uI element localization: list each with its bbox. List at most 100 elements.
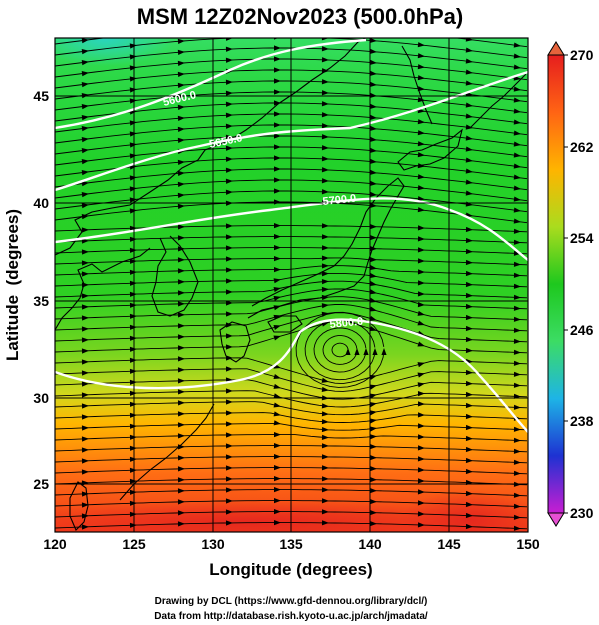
streamline-arrow	[177, 411, 185, 417]
streamline-arrow	[225, 123, 233, 129]
streamline-arrow	[465, 237, 473, 244]
streamline-arrow	[129, 467, 137, 473]
streamline-arrow	[129, 302, 137, 308]
streamline-arrow	[81, 348, 89, 354]
streamline-arrow	[513, 404, 521, 410]
streamline-arrow	[513, 97, 521, 103]
streamline-arrow	[129, 120, 137, 126]
streamline-arrow	[225, 178, 233, 184]
streamline-arrow	[369, 114, 377, 120]
streamline-arrow	[369, 48, 377, 54]
streamline-arrow	[417, 236, 425, 242]
streamline-arrow	[417, 280, 425, 286]
streamline-arrow	[417, 310, 425, 316]
streamline-arrow	[225, 267, 233, 273]
streamline-arrow	[369, 418, 377, 424]
plot-frame	[54, 37, 529, 533]
streamline-arrow	[81, 436, 89, 442]
streamline-arrow	[273, 67, 281, 73]
streamline-arrow	[177, 203, 185, 209]
colorbar-tick-label: 262	[570, 139, 594, 155]
streamline-arrow	[465, 259, 473, 266]
streamline-arrow	[129, 368, 137, 374]
streamline-arrow	[381, 348, 387, 355]
streamline-arrow	[321, 294, 329, 301]
streamline-arrow	[417, 258, 425, 264]
streamline-arrow	[225, 366, 233, 372]
streamline-arrow	[369, 289, 377, 295]
streamline-arrow	[513, 316, 521, 322]
streamline-arrow	[177, 224, 185, 230]
streamline-arrow	[177, 334, 185, 340]
streamline-arrow	[81, 203, 89, 209]
streamline-arrow	[273, 111, 281, 117]
coastline-kurils	[469, 73, 527, 129]
streamline-arrow	[273, 100, 281, 106]
streamline-arrow	[513, 207, 521, 213]
streamline-arrow	[321, 90, 329, 96]
streamline-arrow	[177, 422, 185, 428]
streamline-arrow	[369, 81, 377, 87]
coastline-korea	[151, 235, 199, 317]
streamline-arrow	[273, 222, 281, 229]
streamline-arrow	[369, 477, 377, 483]
streamline-arrow	[417, 434, 425, 440]
streamline-arrow	[273, 486, 281, 493]
streamline-arrow	[369, 466, 377, 472]
streamline-arrow	[513, 459, 521, 465]
streamline-arrow	[81, 137, 89, 143]
streamline-arrow	[465, 47, 473, 53]
coastline-hokkaido	[397, 128, 463, 171]
map-plot: 5600.0 5650.0 5700.0 5800.0	[55, 38, 528, 532]
streamline-arrow	[177, 521, 185, 527]
swirl-line	[331, 342, 349, 358]
streamline-arrow	[225, 167, 233, 173]
streamline-arrow	[513, 261, 521, 267]
streamline-arrow	[129, 390, 137, 396]
x-tick-label: 150	[516, 536, 540, 552]
streamline-arrow	[225, 256, 233, 262]
streamline-arrow	[465, 424, 473, 431]
streamline-arrow	[417, 247, 425, 253]
streamline-arrow	[465, 58, 473, 64]
streamline-arrow	[273, 45, 281, 51]
streamline-arrow	[369, 136, 377, 142]
streamline-arrow	[225, 300, 233, 306]
streamline-arrow	[177, 378, 185, 384]
streamline-arrow	[417, 225, 425, 231]
streamline-arrow	[177, 235, 185, 241]
streamline-arrow	[273, 244, 281, 251]
streamline-arrow	[129, 522, 137, 528]
streamline-arrow	[363, 348, 369, 355]
streamline-arrow	[321, 271, 329, 277]
streamline-arrow	[417, 500, 425, 506]
streamline-arrow	[81, 425, 89, 431]
streamline-arrow	[177, 301, 185, 307]
streamline-arrow	[321, 156, 329, 162]
streamline-arrow	[513, 349, 521, 355]
streamline-arrow	[369, 281, 377, 287]
streamline-arrow	[129, 153, 137, 159]
streamline-arrow	[129, 423, 137, 429]
streamline-arrow	[81, 381, 89, 387]
streamline-arrow	[417, 320, 425, 326]
streamline-arrow	[417, 64, 425, 70]
swirl-line	[313, 327, 367, 373]
streamline-arrow	[513, 492, 521, 498]
streamline-arrow	[129, 175, 137, 181]
streamline-arrow	[369, 103, 377, 109]
streamline-arrow	[273, 233, 281, 240]
streamline-arrow	[225, 399, 233, 405]
colorbar-ticks	[564, 54, 568, 514]
streamline-arrow	[81, 293, 89, 299]
streamline-arrow	[321, 411, 329, 417]
streamline-arrow	[465, 402, 473, 409]
streamline-arrow	[273, 155, 281, 161]
streamline-arrow	[129, 186, 137, 192]
credit-data: Data from http://database.rish.kyoto-u.a…	[154, 611, 428, 622]
streamline-arrow	[417, 291, 425, 297]
streamline-arrow	[417, 152, 425, 158]
streamline-arrow	[321, 223, 329, 229]
streamline-arrow	[177, 71, 185, 77]
x-tick-label: 130	[201, 536, 225, 552]
